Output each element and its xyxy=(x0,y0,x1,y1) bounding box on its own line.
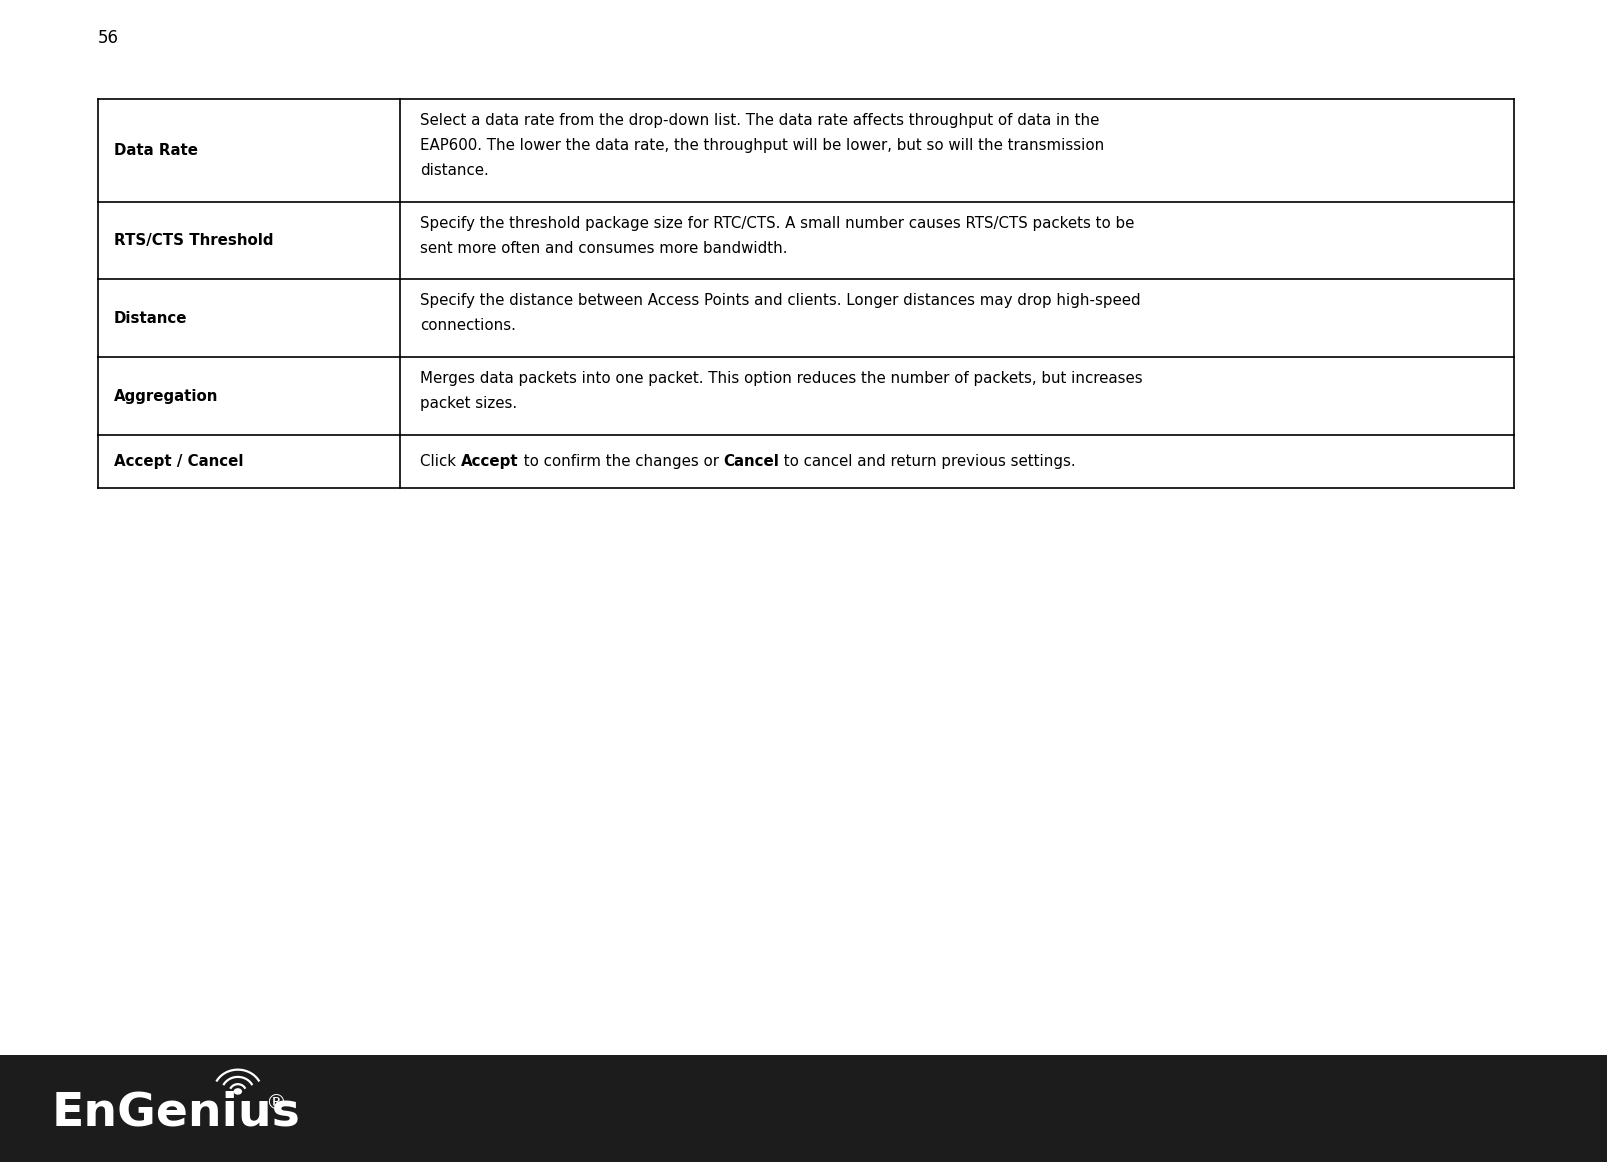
Text: Merges data packets into one packet. This option reduces the number of packets, : Merges data packets into one packet. Thi… xyxy=(421,371,1143,386)
Text: Data Rate: Data Rate xyxy=(114,143,198,158)
Text: distance.: distance. xyxy=(421,163,489,178)
Text: EnGenius: EnGenius xyxy=(51,1090,301,1135)
Text: ®: ® xyxy=(265,1093,286,1113)
Text: 56: 56 xyxy=(98,29,119,46)
Text: Select a data rate from the drop-down list. The data rate affects throughput of : Select a data rate from the drop-down li… xyxy=(421,113,1099,128)
Text: to confirm the changes or: to confirm the changes or xyxy=(519,454,723,469)
Text: Specify the distance between Access Points and clients. Longer distances may dro: Specify the distance between Access Poin… xyxy=(421,293,1141,308)
Bar xyxy=(0,1055,1607,1162)
Text: Distance: Distance xyxy=(114,311,188,325)
Text: Aggregation: Aggregation xyxy=(114,389,219,403)
Circle shape xyxy=(235,1089,241,1093)
Text: EAP600. The lower the data rate, the throughput will be lower, but so will the t: EAP600. The lower the data rate, the thr… xyxy=(421,137,1104,152)
Text: connections.: connections. xyxy=(421,318,516,333)
Text: sent more often and consumes more bandwidth.: sent more often and consumes more bandwi… xyxy=(421,241,787,256)
Text: Specify the threshold package size for RTC/CTS. A small number causes RTS/CTS pa: Specify the threshold package size for R… xyxy=(421,216,1135,230)
Text: Accept / Cancel: Accept / Cancel xyxy=(114,454,244,469)
Text: Click: Click xyxy=(421,454,461,469)
Text: Accept: Accept xyxy=(461,454,519,469)
Text: RTS/CTS Threshold: RTS/CTS Threshold xyxy=(114,234,273,248)
Text: Cancel: Cancel xyxy=(723,454,779,469)
Text: to cancel and return previous settings.: to cancel and return previous settings. xyxy=(779,454,1077,469)
Text: packet sizes.: packet sizes. xyxy=(421,396,517,411)
